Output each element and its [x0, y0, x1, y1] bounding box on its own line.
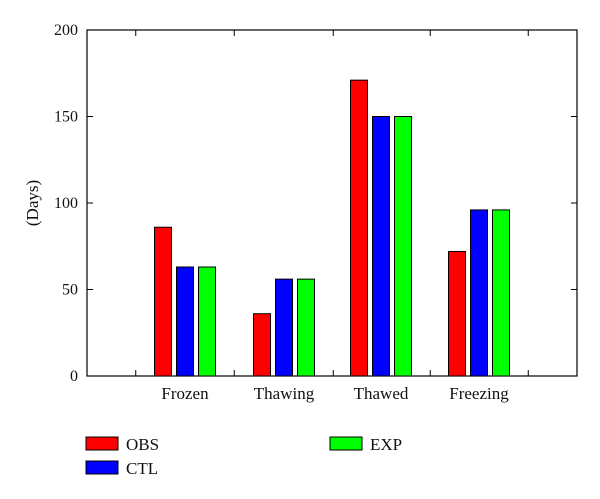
legend-swatch-exp	[329, 436, 363, 451]
y-axis-label: (Days)	[23, 180, 42, 226]
legend-label-obs: OBS	[126, 435, 159, 454]
x-category-label: Thawing	[254, 384, 315, 403]
bar-exp-frozen	[198, 266, 216, 377]
bar-obs-frozen	[154, 226, 172, 377]
bars	[154, 79, 510, 377]
x-category-label: Frozen	[161, 384, 209, 403]
category-labels: Frozen Thawing Thawed Freezing	[161, 384, 509, 403]
legend-label-exp: EXP	[370, 435, 402, 454]
legend: OBS CTL EXP	[85, 435, 402, 478]
bar-obs-thawed	[350, 79, 368, 377]
bar-exp-thawed	[394, 116, 412, 377]
bar-obs-freezing	[448, 250, 466, 377]
bar-obs-thawing	[253, 313, 271, 377]
legend-swatch-ctl	[85, 460, 119, 475]
bar-exp-freezing	[492, 209, 510, 377]
bar-ctl-freezing	[470, 209, 488, 377]
y-tick-label: 0	[70, 368, 78, 385]
x-category-label: Freezing	[449, 384, 509, 403]
x-category-label: Thawed	[354, 384, 409, 403]
legend-swatch-obs	[85, 436, 119, 451]
bar-exp-thawing	[297, 278, 315, 377]
bar-ctl-thawed	[372, 116, 390, 377]
y-ticks: 0 50 100 150 200	[54, 22, 577, 385]
y-tick-label: 200	[54, 22, 78, 39]
y-tick-label: 50	[62, 282, 78, 299]
plot-area: 0 50 100 150 200 Frozen Thawing Thawed Freezing	[54, 22, 578, 403]
y-tick-label: 100	[54, 195, 78, 212]
legend-label-ctl: CTL	[126, 459, 158, 478]
y-tick-label: 150	[54, 109, 78, 126]
bar-ctl-frozen	[176, 266, 194, 377]
x-ticks	[135, 30, 529, 376]
bar-ctl-thawing	[275, 278, 293, 377]
